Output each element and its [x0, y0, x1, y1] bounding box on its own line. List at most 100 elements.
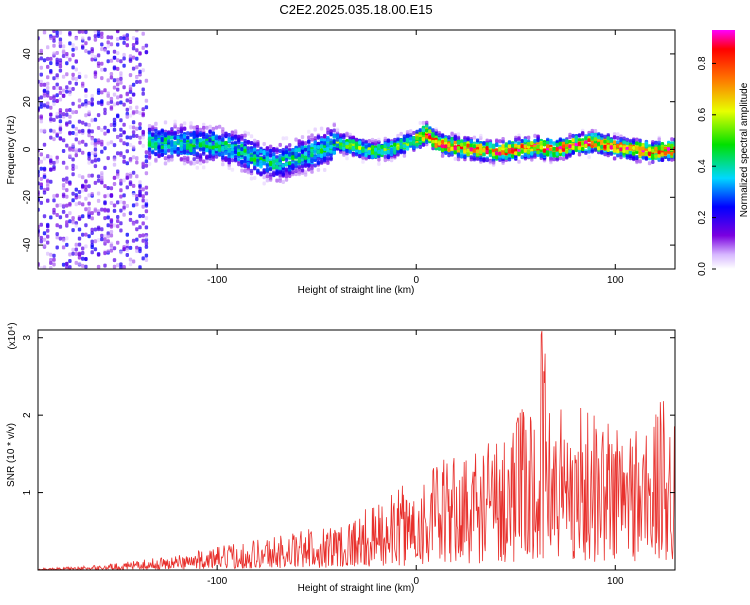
spectrogram-cell — [49, 117, 53, 122]
spectrogram-cell — [119, 36, 123, 41]
spectrogram-cell — [256, 150, 260, 155]
spectrogram-cell — [549, 157, 553, 162]
spectrogram-cell — [170, 157, 174, 162]
spectrogram-cell — [116, 95, 120, 100]
spectrogram-cell — [374, 154, 378, 159]
spectrogram-cell — [46, 187, 50, 191]
spectrogram-cell — [313, 140, 317, 145]
spectrogram-cell — [329, 156, 333, 160]
spectrogram-cell — [597, 135, 601, 140]
spectrogram-cell — [71, 247, 75, 252]
spectrogram-cell — [284, 136, 289, 141]
spectrogram-cell — [112, 85, 117, 90]
spectrogram-cell — [81, 102, 85, 107]
spectrogram-cell — [93, 158, 98, 163]
spectrogram-cell — [52, 137, 56, 142]
spectrogram-cell — [42, 156, 47, 161]
spectrogram-cell — [160, 148, 164, 153]
spectrogram-cell — [71, 157, 75, 162]
spectrogram-cell — [141, 233, 145, 238]
spectrogram-cell — [364, 148, 368, 153]
spectrogram-cell — [523, 138, 528, 143]
spectrogram-cell — [297, 142, 301, 147]
spectrogram-cell — [42, 174, 47, 179]
spectrogram-cell — [460, 142, 464, 147]
spectrogram-cell — [310, 143, 314, 148]
spectrogram-cell — [116, 224, 120, 229]
spectrogram-cell — [657, 150, 661, 155]
spectrogram-cell — [211, 149, 215, 154]
spectrogram-cell — [186, 131, 190, 136]
spectrogram-cell — [68, 41, 72, 46]
spectrogram-cell — [195, 155, 199, 160]
spectrogram-cell — [90, 216, 94, 221]
spectrogram-cell — [119, 76, 123, 81]
spectrogram-cell — [275, 165, 279, 170]
spectrogram-cell — [654, 146, 658, 151]
spectrogram-cell — [297, 172, 301, 177]
spectrogram-cell — [546, 137, 550, 142]
spectrogram-cell — [303, 155, 308, 160]
spectrogram-cell — [163, 132, 168, 136]
spectrogram-cell — [100, 76, 104, 81]
spectrogram-cell — [84, 257, 88, 262]
spectrogram-cell — [90, 245, 94, 250]
colorbar-label: Normalized spectral amplitude — [739, 82, 750, 217]
spectrogram-cell — [453, 140, 457, 145]
spectrogram-cell — [55, 82, 59, 87]
spectrogram-cell — [128, 257, 133, 262]
spectrogram-cell — [246, 131, 250, 136]
spectrogram-cell — [374, 139, 378, 144]
spectrogram-cell — [77, 236, 82, 241]
spectrogram-cell — [533, 133, 537, 138]
spectrogram-cell — [609, 138, 614, 143]
spectrogram-cell — [326, 130, 330, 135]
spectrogram-cell — [58, 136, 63, 141]
spectrogram-cell — [396, 152, 400, 157]
spectrogram-cell — [326, 127, 330, 132]
spectrogram-cell — [189, 139, 193, 144]
spectrogram-cell — [195, 145, 199, 150]
spectrogram-cell — [284, 168, 289, 173]
spectrogram-cell — [106, 234, 110, 239]
spectrogram-cell — [268, 144, 273, 149]
spectrogram-cell — [46, 45, 50, 50]
spectrogram-cell — [214, 135, 219, 140]
spectrogram-cell — [157, 154, 161, 159]
spectrogram-cell — [332, 128, 336, 133]
spectrogram-cell — [90, 192, 94, 196]
spectrogram-cell — [351, 153, 356, 158]
spectrogram-cell — [42, 93, 47, 98]
spectrogram-cell — [58, 44, 63, 49]
spectrogram-cell — [125, 253, 129, 257]
spectrogram-cell — [329, 152, 333, 157]
spectrogram-cell — [93, 247, 98, 252]
spectrogram-cell — [278, 176, 282, 181]
spectrogram-cell — [577, 133, 582, 138]
spectrogram-cell — [106, 193, 110, 198]
spectrogram-cell — [84, 49, 88, 53]
spectrogram-cell — [179, 127, 184, 132]
spectrogram-cell — [119, 100, 123, 105]
spectrogram-cell — [284, 162, 289, 167]
spectrogram-cell — [491, 145, 496, 150]
spectrogram-cell — [106, 44, 110, 49]
spectrogram-cell — [68, 108, 72, 112]
spectrogram-cell — [367, 139, 371, 143]
spectrogram-cell — [561, 152, 566, 156]
spectrogram-cell — [173, 119, 177, 124]
spectrogram-cell — [217, 140, 222, 145]
spectrogram-cell — [192, 161, 196, 166]
spectrogram-cell — [96, 227, 101, 232]
spectrogram-cell — [122, 122, 126, 127]
spectrogram-cell — [440, 134, 445, 139]
spectrogram-cell — [189, 148, 193, 153]
spectrogram-cell — [39, 72, 43, 77]
spectrogram-cell — [243, 159, 247, 164]
spectrogram-cell — [425, 120, 429, 125]
spectrogram-cell — [393, 150, 397, 155]
spectrogram-cell — [39, 222, 43, 227]
spectrogram-cell — [265, 178, 270, 183]
spectrogram-cell — [275, 155, 279, 160]
spectrogram-cell — [77, 227, 82, 232]
